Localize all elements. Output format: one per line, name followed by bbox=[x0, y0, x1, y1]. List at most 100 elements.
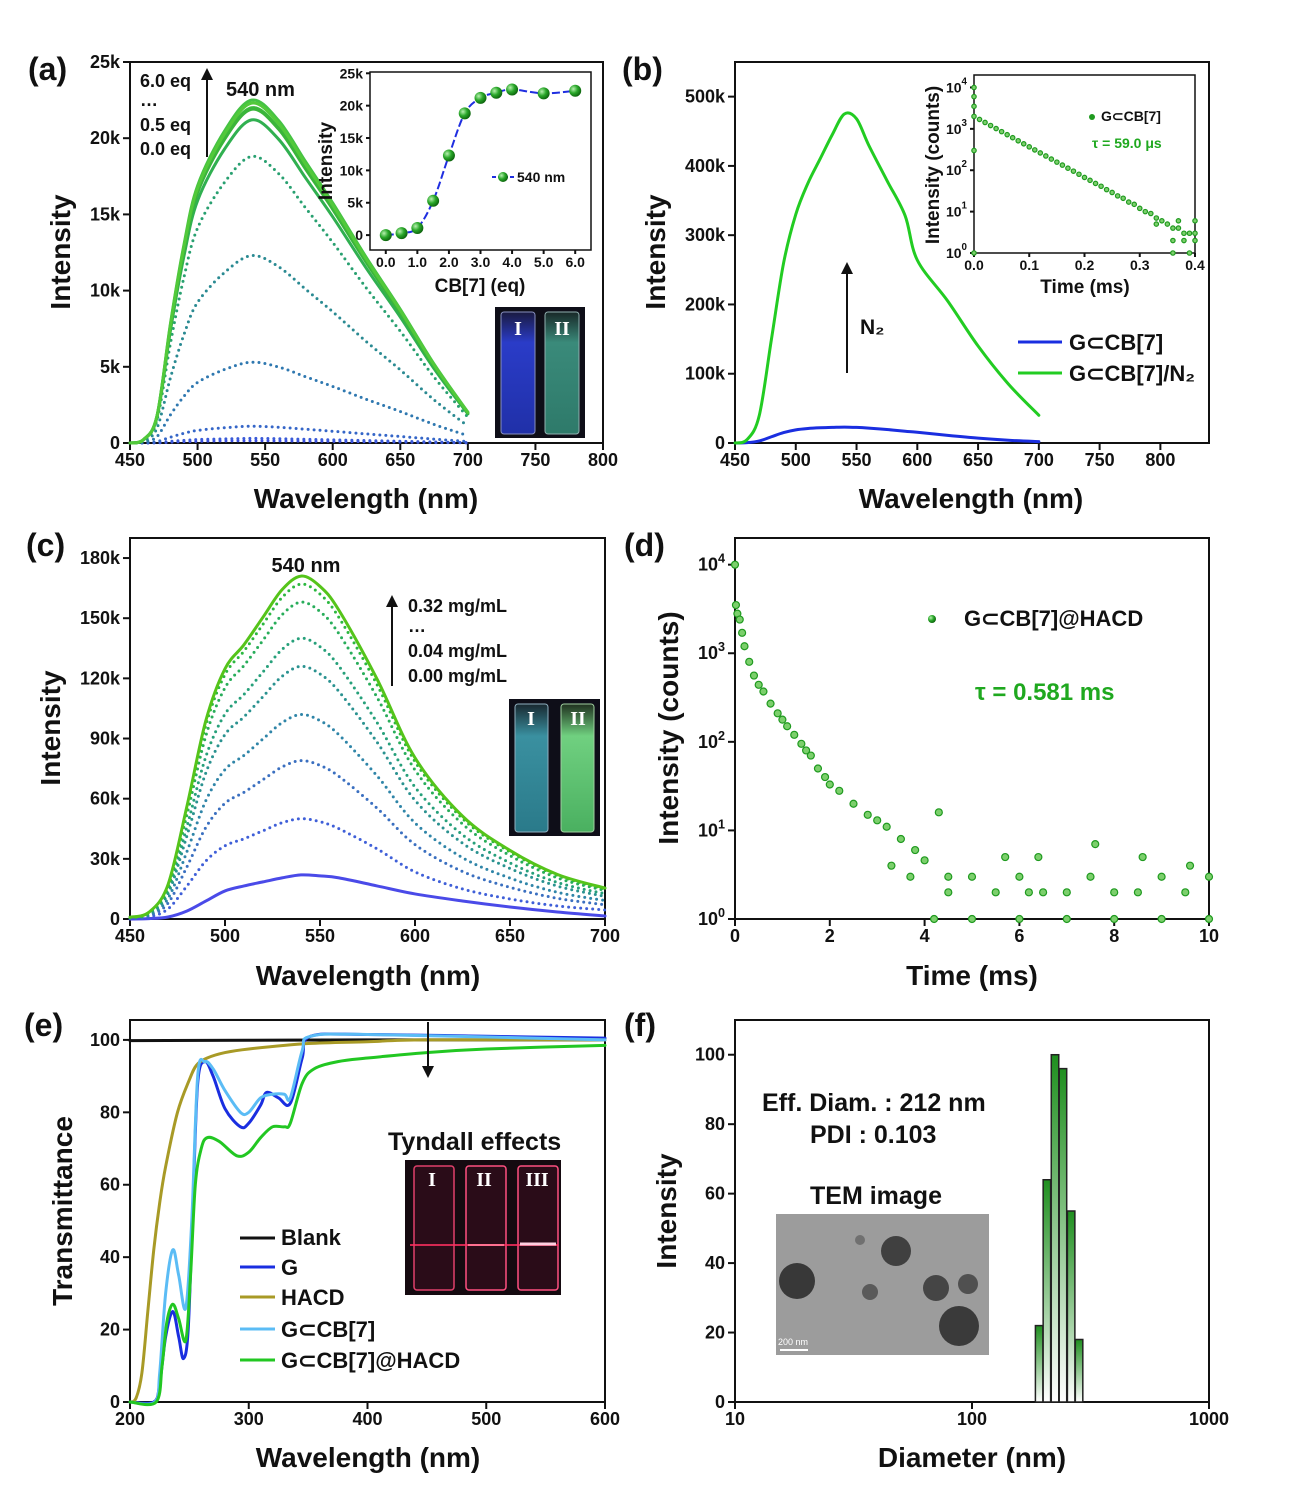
data-point bbox=[1081, 174, 1088, 181]
x-tick-label: 400 bbox=[352, 1409, 382, 1429]
x-tick-label: 500 bbox=[210, 926, 240, 946]
ylabel-b: Intensity bbox=[640, 194, 671, 310]
plot-frame bbox=[369, 71, 592, 251]
annotation-peak-a: 540 nm bbox=[226, 79, 295, 101]
data-point bbox=[766, 699, 775, 708]
series-line bbox=[128, 600, 607, 919]
series-line bbox=[128, 101, 470, 445]
ylabel-a: Intensity bbox=[45, 194, 76, 310]
y-tick-label: 180k bbox=[80, 548, 121, 568]
ylabel-d: Intensity (counts) bbox=[653, 611, 684, 844]
x-tick-label: 500 bbox=[781, 450, 811, 470]
series-line bbox=[128, 436, 470, 445]
data-point bbox=[1059, 162, 1066, 168]
data-point bbox=[1086, 872, 1095, 881]
x-tick-label: 750 bbox=[1085, 450, 1115, 470]
x-tick-label: 600 bbox=[902, 450, 932, 470]
histogram-bar bbox=[1034, 1324, 1044, 1403]
data-point bbox=[813, 764, 823, 773]
plot-frame bbox=[734, 61, 1210, 444]
data-point bbox=[783, 722, 792, 731]
panel-label-c: (c) bbox=[26, 527, 65, 563]
y-tick-label: 0 bbox=[355, 227, 363, 243]
data-point bbox=[971, 103, 977, 110]
data-point bbox=[849, 799, 858, 808]
data-point bbox=[1031, 147, 1038, 153]
series-line bbox=[128, 360, 470, 445]
series-line bbox=[128, 424, 470, 445]
data-point bbox=[971, 84, 977, 91]
xlabel-e: Wavelength (nm) bbox=[256, 1442, 481, 1473]
data-point bbox=[998, 128, 1005, 135]
y-tick-label: 120k bbox=[80, 668, 121, 688]
series-line bbox=[128, 582, 607, 919]
y-tick-label: 5k bbox=[100, 357, 121, 377]
data-point bbox=[971, 147, 977, 154]
data-point bbox=[1092, 180, 1099, 187]
data-point bbox=[929, 914, 939, 924]
data-point bbox=[1181, 888, 1190, 897]
data-point bbox=[1015, 914, 1024, 924]
plot-frame bbox=[129, 61, 604, 444]
data-point bbox=[1175, 217, 1182, 224]
annotation-ellipsis: … bbox=[140, 90, 158, 110]
series-line bbox=[128, 817, 607, 920]
data-point bbox=[427, 194, 440, 207]
x-tick-label: 550 bbox=[305, 926, 335, 946]
data-point bbox=[773, 709, 782, 718]
scale-bar-label: 200 nm bbox=[778, 1337, 808, 1347]
cuvette-label-II: II bbox=[476, 1169, 492, 1191]
data-point bbox=[411, 221, 424, 234]
x-tick-label: 600 bbox=[400, 926, 430, 946]
series-line bbox=[128, 636, 607, 920]
x-tick-label: 750 bbox=[520, 450, 550, 470]
data-point bbox=[1026, 144, 1033, 150]
series-line bbox=[128, 712, 607, 920]
data-point bbox=[1153, 215, 1160, 221]
xlabel-a-inset: CB[7] (eq) bbox=[435, 276, 526, 297]
annotation-mid-eq: 0.5 eq bbox=[140, 115, 191, 135]
plot-frame bbox=[734, 537, 1210, 920]
series-line bbox=[128, 1043, 607, 1407]
y-tick-label: 0 bbox=[110, 1392, 120, 1412]
annotation-bottom-conc: 0.00 mg/mL bbox=[408, 666, 507, 686]
data-point bbox=[967, 914, 977, 924]
y-tick-label: 25k bbox=[340, 65, 364, 81]
data-point bbox=[806, 751, 815, 760]
legend-label: HACD bbox=[281, 1285, 345, 1310]
data-point bbox=[1037, 150, 1044, 156]
x-tick-label: 0.2 bbox=[1075, 257, 1095, 273]
data-point bbox=[754, 680, 763, 689]
x-tick-label: 10 bbox=[725, 1409, 745, 1429]
y-tick-label: 40 bbox=[705, 1253, 725, 1273]
data-point bbox=[1048, 156, 1055, 162]
x-tick-label: 100 bbox=[957, 1409, 987, 1429]
x-tick-label: 1.0 bbox=[408, 254, 428, 270]
x-tick-label: 0.0 bbox=[964, 257, 984, 273]
data-point bbox=[1185, 861, 1195, 870]
tyndall-photo: I II III bbox=[405, 1160, 561, 1295]
series-line bbox=[128, 254, 470, 445]
legend-label: Blank bbox=[281, 1225, 342, 1250]
data-point bbox=[1087, 177, 1093, 184]
legend-marker bbox=[498, 172, 508, 182]
y-tick-label: 103 bbox=[946, 118, 968, 137]
data-point bbox=[1170, 250, 1176, 256]
data-point bbox=[569, 84, 582, 97]
data-point bbox=[976, 116, 983, 123]
histogram-bar bbox=[1066, 1210, 1076, 1403]
legend-a-inset: 540 nm bbox=[492, 169, 565, 185]
data-point bbox=[1170, 237, 1176, 244]
y-tick-label: 100 bbox=[698, 906, 725, 929]
tau-label: τ = 0.581 ms bbox=[975, 679, 1114, 706]
y-tick-label: 20k bbox=[90, 128, 121, 148]
data-point bbox=[1001, 852, 1010, 862]
ylabel-c: Intensity bbox=[35, 670, 66, 786]
data-point bbox=[1157, 914, 1166, 924]
tyndall-title: Tyndall effects bbox=[388, 1128, 561, 1156]
ylabel-e: Transmittance bbox=[47, 1116, 78, 1306]
data-point bbox=[1170, 225, 1176, 231]
data-point bbox=[1062, 914, 1071, 924]
